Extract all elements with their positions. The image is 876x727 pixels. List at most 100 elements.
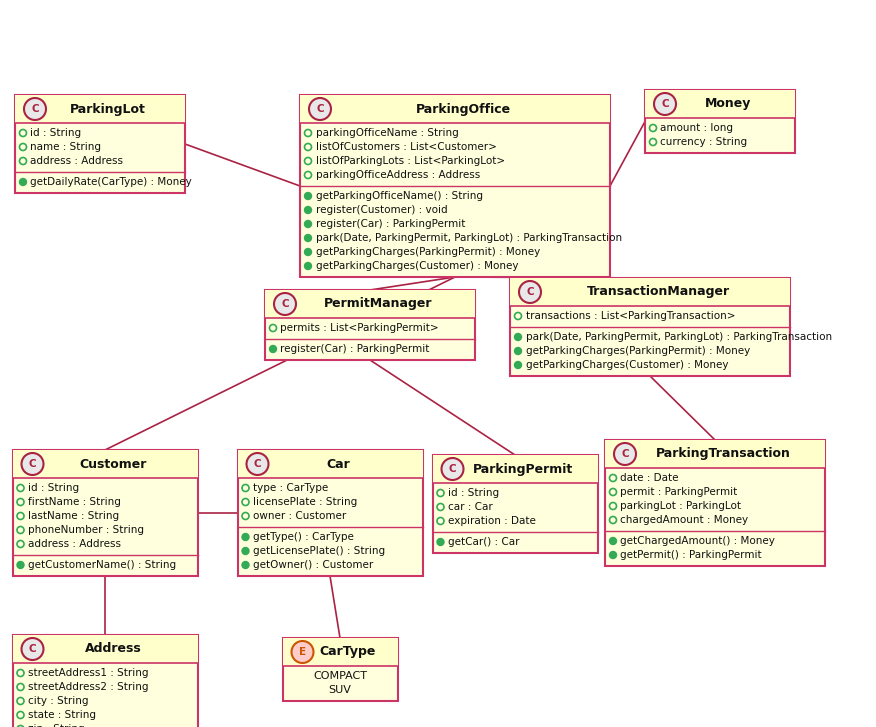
Text: getDailyRate(CarType) : Money: getDailyRate(CarType) : Money (31, 177, 192, 187)
Text: C: C (316, 104, 324, 114)
Bar (645, 90, 795, 153)
Text: getCustomerName() : String: getCustomerName() : String (28, 560, 176, 570)
Bar (282, 638, 398, 701)
Text: getChargedAmount() : Money: getChargedAmount() : Money (620, 536, 775, 546)
Text: getPermit() : ParkingPermit: getPermit() : ParkingPermit (620, 550, 762, 560)
Text: streetAddress2 : String: streetAddress2 : String (28, 682, 149, 692)
Text: id : String: id : String (28, 483, 79, 493)
Text: Car: Car (326, 457, 350, 470)
Text: register(Car) : ParkingPermit: register(Car) : ParkingPermit (280, 344, 430, 354)
Text: address : Address: address : Address (31, 156, 124, 166)
Text: getParkingCharges(Customer) : Money: getParkingCharges(Customer) : Money (526, 360, 728, 370)
Bar (12, 450, 197, 478)
Text: firstName : String: firstName : String (28, 497, 121, 507)
Text: parkingOfficeName : String: parkingOfficeName : String (315, 128, 458, 138)
Text: park(Date, ParkingPermit, ParkingLot) : ParkingTransaction: park(Date, ParkingPermit, ParkingLot) : … (315, 233, 622, 243)
Circle shape (514, 334, 521, 340)
Circle shape (22, 638, 44, 660)
Circle shape (614, 443, 636, 465)
Text: city : String: city : String (28, 696, 88, 706)
Text: zip : String: zip : String (28, 724, 85, 727)
Text: ParkingOffice: ParkingOffice (415, 103, 511, 116)
Text: C: C (29, 644, 36, 654)
Circle shape (22, 453, 44, 475)
Text: type : CarType: type : CarType (253, 483, 328, 493)
Bar (15, 95, 185, 193)
Circle shape (610, 552, 617, 558)
Text: expiration : Date: expiration : Date (448, 516, 536, 526)
Bar (645, 90, 795, 118)
Text: amount : long: amount : long (661, 123, 733, 133)
Bar (12, 450, 197, 576)
Bar (12, 635, 197, 663)
Bar (15, 95, 185, 123)
Text: COMPACT: COMPACT (313, 671, 367, 681)
Text: ParkingTransaction: ParkingTransaction (655, 448, 790, 460)
Text: park(Date, ParkingPermit, ParkingLot) : ParkingTransaction: park(Date, ParkingPermit, ParkingLot) : … (526, 332, 831, 342)
Circle shape (305, 235, 312, 241)
Text: car : Car: car : Car (448, 502, 492, 512)
Circle shape (305, 262, 312, 270)
Text: C: C (661, 99, 668, 109)
Bar (237, 450, 422, 478)
Text: ParkingPermit: ParkingPermit (473, 462, 573, 475)
Text: SUV: SUV (328, 685, 351, 695)
Text: name : String: name : String (31, 142, 102, 152)
Circle shape (305, 220, 312, 228)
Text: streetAddress1 : String: streetAddress1 : String (28, 668, 149, 678)
Bar (265, 290, 475, 318)
Text: Customer: Customer (80, 457, 146, 470)
Circle shape (437, 539, 444, 545)
Bar (510, 278, 790, 376)
Bar (300, 95, 610, 123)
Text: licensePlate : String: licensePlate : String (253, 497, 357, 507)
Bar (265, 290, 475, 360)
Text: permit : ParkingPermit: permit : ParkingPermit (620, 487, 738, 497)
Text: state : String: state : String (28, 710, 96, 720)
Text: chargedAmount : Money: chargedAmount : Money (620, 515, 749, 525)
Text: register(Car) : ParkingPermit: register(Car) : ParkingPermit (315, 219, 465, 229)
Text: id : String: id : String (31, 128, 81, 138)
Text: C: C (621, 449, 629, 459)
Text: C: C (32, 104, 39, 114)
Circle shape (270, 345, 277, 353)
Circle shape (242, 547, 249, 555)
Bar (300, 95, 610, 277)
Circle shape (519, 281, 541, 303)
Text: getLicensePlate() : String: getLicensePlate() : String (253, 546, 385, 556)
Circle shape (309, 98, 331, 120)
Circle shape (514, 361, 521, 369)
Text: getType() : CarType: getType() : CarType (253, 532, 354, 542)
Text: C: C (526, 287, 533, 297)
Circle shape (24, 98, 46, 120)
Text: Money: Money (705, 97, 752, 111)
Text: getParkingCharges(Customer) : Money: getParkingCharges(Customer) : Money (315, 261, 518, 271)
Text: getOwner() : Customer: getOwner() : Customer (253, 560, 373, 570)
Text: CarType: CarType (320, 646, 376, 659)
Text: date : Date: date : Date (620, 473, 679, 483)
Text: C: C (449, 464, 456, 474)
Bar (237, 450, 422, 576)
Text: ParkingLot: ParkingLot (70, 103, 146, 116)
Circle shape (305, 249, 312, 255)
Text: C: C (254, 459, 261, 469)
Text: getParkingCharges(ParkingPermit) : Money: getParkingCharges(ParkingPermit) : Money (315, 247, 540, 257)
Circle shape (654, 93, 676, 115)
Text: lastName : String: lastName : String (28, 511, 119, 521)
Circle shape (610, 537, 617, 545)
Text: listOfParkingLots : List<ParkingLot>: listOfParkingLots : List<ParkingLot> (315, 156, 505, 166)
Bar (433, 455, 597, 553)
Text: currency : String: currency : String (661, 137, 747, 147)
Bar (510, 278, 790, 306)
Circle shape (514, 348, 521, 355)
Bar (12, 635, 197, 727)
Text: id : String: id : String (448, 488, 499, 498)
Circle shape (274, 293, 296, 315)
Text: Address: Address (85, 643, 141, 656)
Text: C: C (29, 459, 36, 469)
Circle shape (292, 641, 314, 663)
Text: address : Address: address : Address (28, 539, 121, 549)
Text: parkingLot : ParkingLot: parkingLot : ParkingLot (620, 501, 741, 511)
Text: phoneNumber : String: phoneNumber : String (28, 525, 144, 535)
Text: transactions : List<ParkingTransaction>: transactions : List<ParkingTransaction> (526, 311, 735, 321)
